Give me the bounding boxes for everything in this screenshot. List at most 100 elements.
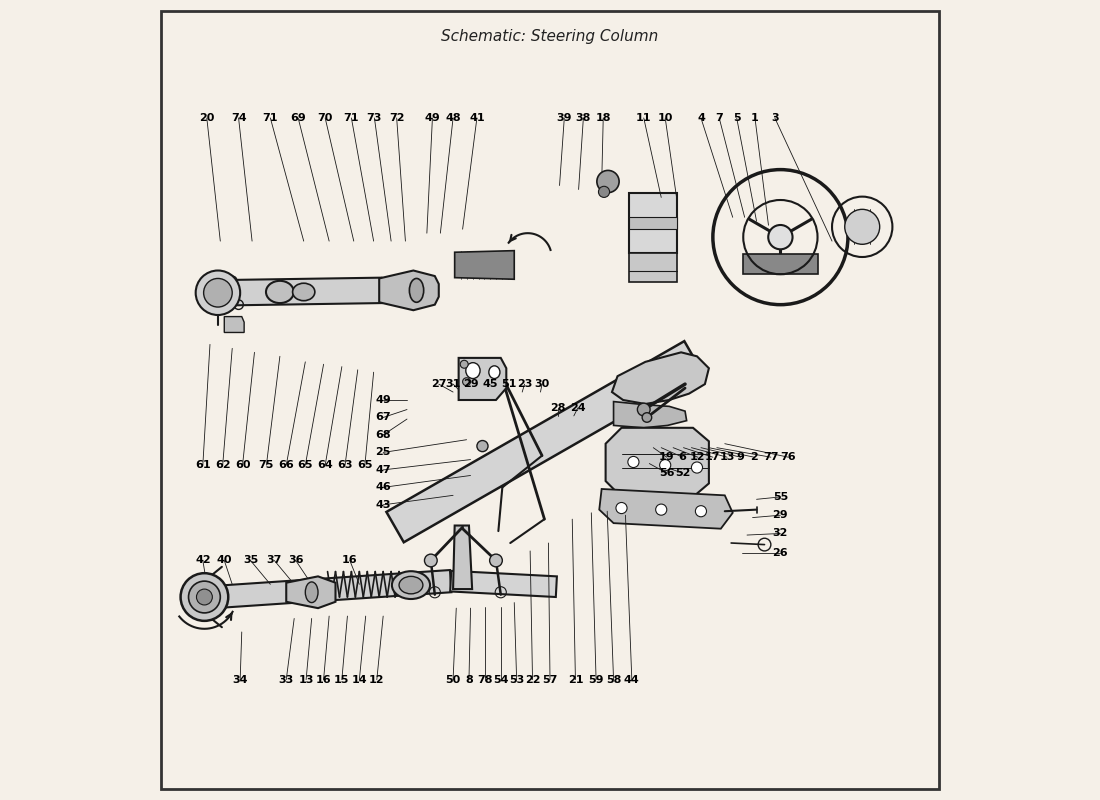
Polygon shape xyxy=(612,352,708,404)
Text: 60: 60 xyxy=(234,460,251,470)
Text: 28: 28 xyxy=(550,403,565,413)
Circle shape xyxy=(425,554,437,567)
Text: 53: 53 xyxy=(509,674,525,685)
Text: 33: 33 xyxy=(278,674,294,685)
Text: 78: 78 xyxy=(477,674,493,685)
Ellipse shape xyxy=(392,571,430,599)
Text: 44: 44 xyxy=(624,674,640,685)
Circle shape xyxy=(463,378,471,386)
Text: 1: 1 xyxy=(751,113,759,123)
Text: 49: 49 xyxy=(375,395,390,405)
Text: 26: 26 xyxy=(772,547,789,558)
Text: 31: 31 xyxy=(446,379,461,389)
Text: 58: 58 xyxy=(606,674,621,685)
Text: 39: 39 xyxy=(557,113,572,123)
Text: 70: 70 xyxy=(318,113,333,123)
Text: 65: 65 xyxy=(358,460,373,470)
Polygon shape xyxy=(286,576,336,608)
Text: 11: 11 xyxy=(636,113,651,123)
Circle shape xyxy=(695,506,706,517)
Text: 4: 4 xyxy=(697,113,705,123)
Text: 71: 71 xyxy=(263,113,278,123)
Text: 2: 2 xyxy=(750,452,758,462)
Circle shape xyxy=(597,170,619,193)
Circle shape xyxy=(642,413,651,422)
Polygon shape xyxy=(614,402,686,428)
Text: 43: 43 xyxy=(375,500,390,510)
Circle shape xyxy=(768,225,792,250)
Polygon shape xyxy=(224,278,382,306)
Text: 67: 67 xyxy=(375,413,390,422)
Text: 34: 34 xyxy=(232,674,248,685)
Text: 21: 21 xyxy=(568,674,583,685)
Ellipse shape xyxy=(266,281,294,303)
Text: 48: 48 xyxy=(446,113,461,123)
Polygon shape xyxy=(606,428,708,497)
Text: 62: 62 xyxy=(214,460,231,470)
Text: 20: 20 xyxy=(199,113,214,123)
Circle shape xyxy=(197,589,212,605)
Polygon shape xyxy=(214,570,451,608)
Text: 19: 19 xyxy=(659,452,674,462)
Ellipse shape xyxy=(293,283,315,301)
Text: 32: 32 xyxy=(772,529,788,538)
Circle shape xyxy=(628,457,639,467)
Text: 22: 22 xyxy=(525,674,540,685)
Text: 15: 15 xyxy=(334,674,350,685)
Text: 74: 74 xyxy=(231,113,246,123)
Ellipse shape xyxy=(409,278,424,302)
Text: 56: 56 xyxy=(659,468,674,478)
Text: 12: 12 xyxy=(370,674,385,685)
Polygon shape xyxy=(629,218,678,229)
Ellipse shape xyxy=(465,362,480,378)
Text: 16: 16 xyxy=(342,555,358,566)
Text: 13: 13 xyxy=(298,674,314,685)
Polygon shape xyxy=(386,341,702,542)
Text: 63: 63 xyxy=(338,460,353,470)
Polygon shape xyxy=(453,526,472,589)
Text: 37: 37 xyxy=(266,555,282,566)
Text: 38: 38 xyxy=(575,113,591,123)
Circle shape xyxy=(845,210,880,244)
Text: 14: 14 xyxy=(352,674,367,685)
Text: 59: 59 xyxy=(588,674,604,685)
Circle shape xyxy=(196,270,240,315)
Text: 27: 27 xyxy=(431,379,447,389)
Text: 52: 52 xyxy=(675,468,691,478)
Text: 36: 36 xyxy=(288,555,304,566)
Text: 3: 3 xyxy=(771,113,779,123)
Text: 18: 18 xyxy=(595,113,610,123)
Text: 64: 64 xyxy=(317,460,333,470)
Text: 12: 12 xyxy=(690,452,705,462)
Text: 69: 69 xyxy=(290,113,306,123)
Text: 49: 49 xyxy=(425,113,440,123)
Text: 17: 17 xyxy=(705,452,720,462)
Circle shape xyxy=(490,554,503,567)
Polygon shape xyxy=(629,194,678,253)
Circle shape xyxy=(598,186,609,198)
Circle shape xyxy=(180,573,229,621)
Text: 68: 68 xyxy=(375,430,390,440)
Text: 35: 35 xyxy=(243,555,258,566)
Text: 24: 24 xyxy=(570,403,585,413)
Circle shape xyxy=(660,459,671,470)
Polygon shape xyxy=(600,489,733,529)
Text: 7: 7 xyxy=(715,113,723,123)
Text: 50: 50 xyxy=(446,674,461,685)
Text: 46: 46 xyxy=(375,482,390,492)
Text: 65: 65 xyxy=(298,460,314,470)
Circle shape xyxy=(656,504,667,515)
Circle shape xyxy=(188,581,220,613)
Text: 10: 10 xyxy=(658,113,673,123)
Text: 25: 25 xyxy=(375,447,390,458)
Polygon shape xyxy=(224,317,244,333)
Text: 51: 51 xyxy=(500,379,516,389)
Text: 77: 77 xyxy=(763,452,779,462)
Ellipse shape xyxy=(399,576,422,594)
Text: 72: 72 xyxy=(389,113,405,123)
Circle shape xyxy=(637,403,650,416)
Text: 55: 55 xyxy=(773,492,788,502)
Text: 40: 40 xyxy=(217,555,232,566)
Text: 8: 8 xyxy=(465,674,473,685)
Circle shape xyxy=(692,462,703,473)
